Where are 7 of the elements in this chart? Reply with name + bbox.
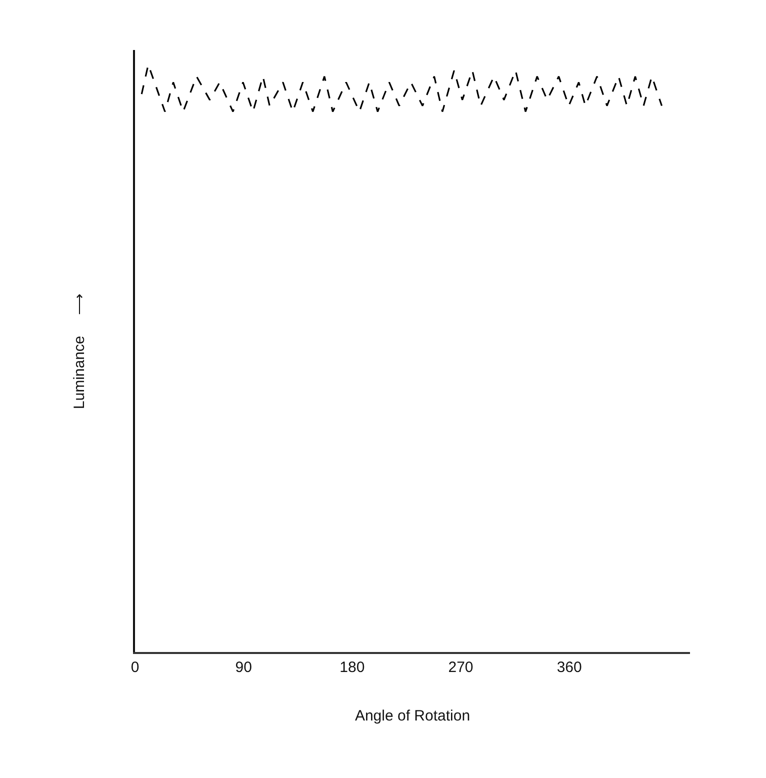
x-tick-label: 90 [235, 658, 252, 676]
x-tick-label: 360 [556, 658, 582, 676]
x-tick-label: 0 [130, 658, 140, 676]
x-axis-title: Angle of Rotation [354, 707, 470, 724]
x-tick-label: 180 [340, 658, 365, 676]
x-tick-label: 270 [448, 658, 474, 676]
y-axis-title: Luminance ⟶ [71, 292, 88, 410]
